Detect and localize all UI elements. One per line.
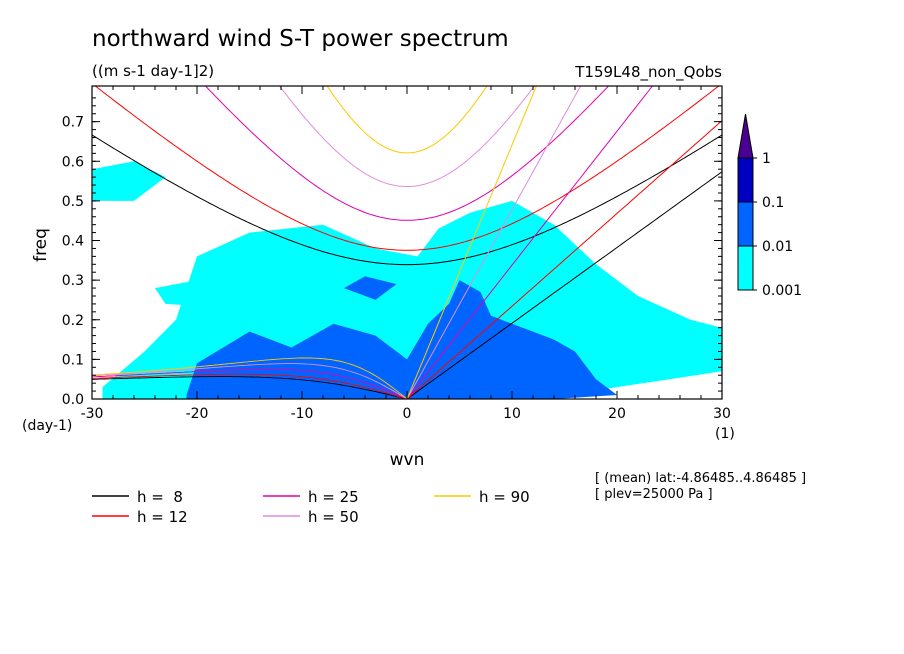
colorbar-label: 0.1	[762, 195, 784, 211]
legend: h = 8 h = 12 h = 25 h = 50 h = 90	[92, 488, 530, 526]
pressure-annotation: [ plev=25000 Pa ]	[595, 487, 713, 502]
colorbar-segment	[737, 157, 754, 203]
gravity-curve-h90	[326, 86, 488, 154]
rossby-curve-h25	[92, 368, 408, 399]
latitude-annotation: [ (mean) lat:-4.86485..4.86485 ]	[595, 471, 806, 486]
y-tick-label: 0.5	[62, 194, 84, 210]
spectrum-region-2	[155, 276, 271, 308]
colorbar-arrow	[737, 113, 754, 159]
x-tick-label: -30	[81, 406, 104, 422]
plot-area: -30 -20 -10 0 10 20 30 0.00.10.20.30.40.50.60.…	[62, 85, 731, 422]
chart-title: northward wind S-T power spectrum	[92, 26, 509, 52]
x-axis-ticks: -30 -20 -10 0 10 20 30	[81, 86, 731, 422]
y-tick-label: 0.1	[62, 352, 84, 368]
spectrum-region-3	[186, 280, 617, 399]
legend-label-2: h = 25	[308, 488, 359, 506]
x-axis-label: wvn	[390, 450, 425, 470]
spectrum-region-4	[344, 276, 397, 300]
legend-label-4: h = 90	[479, 488, 530, 506]
colorbar-label: 1	[762, 151, 771, 167]
y-tick-label: 0.0	[62, 392, 84, 408]
x-tick-label: -10	[291, 406, 314, 422]
rossby-curve-h12	[92, 373, 408, 399]
colorbar: 1 0.1 0.01 0.001	[737, 113, 802, 299]
x-tick-label: -20	[186, 406, 209, 422]
kelvin-curve-h8	[406, 171, 722, 399]
spectrum-region-1	[92, 161, 166, 201]
gravity-curve-h8	[92, 134, 722, 266]
colorbar-segment	[737, 201, 754, 247]
kelvin-curve-h12	[406, 120, 722, 399]
y-unit-label: (day-1)	[22, 418, 72, 434]
x-unit-label: (1)	[715, 426, 735, 442]
units-label: ((m s-1 day-1]2)	[92, 62, 214, 80]
kelvin-curve-h50	[406, 86, 582, 399]
run-label: T159L48_non_Qobs	[574, 63, 722, 82]
y-tick-label: 0.3	[62, 273, 84, 289]
x-tick-label: 30	[713, 406, 731, 422]
legend-label-3: h = 50	[308, 508, 359, 526]
gravity-curve-h25	[204, 86, 610, 221]
rossby-curve-h50	[92, 363, 408, 399]
x-tick-label: 10	[503, 406, 521, 422]
y-axis-ticks: 0.0 0.1 0.2 0.3 0.4 0.5 0.6 0.7	[62, 97, 722, 408]
legend-label-0: h = 8	[137, 488, 183, 506]
kelvin-curve-h25	[406, 86, 654, 399]
y-tick-label: 0.4	[62, 234, 84, 250]
colorbar-segment	[737, 245, 754, 291]
colorbar-label: 0.01	[762, 239, 793, 255]
rossby-curve-h90	[92, 357, 408, 399]
gravity-curve-h50	[278, 86, 536, 187]
y-tick-label: 0.2	[62, 313, 84, 329]
gravity-curve-h12	[94, 86, 720, 251]
spectrum-regions	[92, 161, 722, 399]
kelvin-curve-h90	[406, 86, 537, 399]
y-tick-label: 0.7	[62, 115, 84, 131]
rossby-curve-h8	[92, 376, 408, 399]
legend-label-1: h = 12	[137, 508, 188, 526]
y-tick-label: 0.6	[62, 154, 84, 170]
dispersion-curves	[92, 86, 722, 399]
x-tick-label: 0	[403, 406, 412, 422]
x-tick-label: 20	[608, 406, 626, 422]
y-axis-label: freq	[31, 228, 51, 262]
colorbar-label: 0.001	[762, 283, 802, 299]
